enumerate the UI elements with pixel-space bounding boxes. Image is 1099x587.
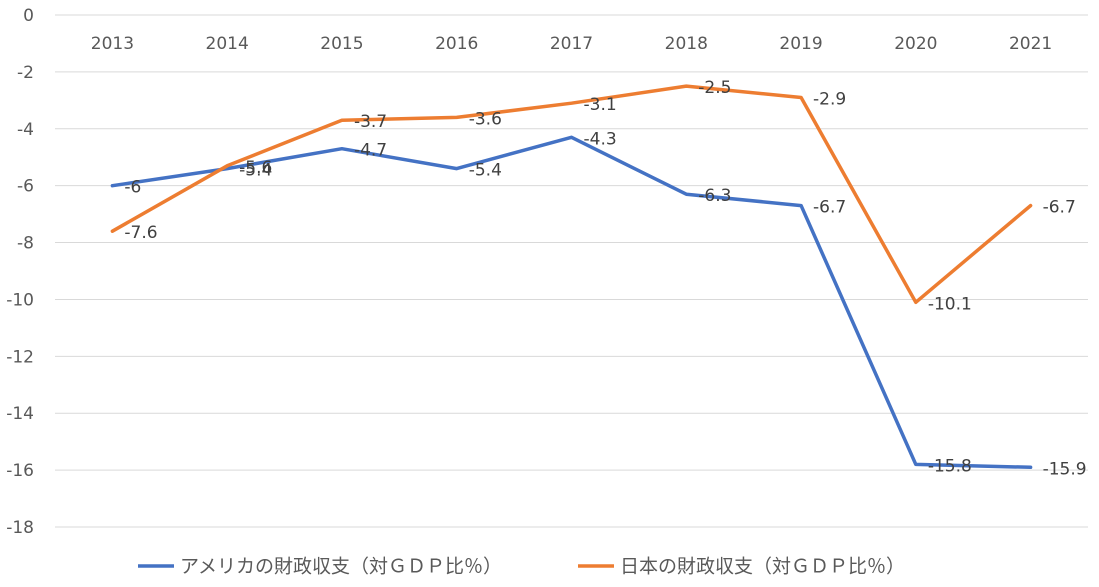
y-tick-label: -2: [17, 63, 34, 83]
data-label: -5.4: [469, 161, 502, 181]
y-tick-label: -4: [17, 120, 34, 140]
y-tick-label: -8: [17, 234, 34, 254]
y-tick-label: -12: [6, 347, 34, 367]
y-tick-label: -10: [6, 290, 34, 310]
data-label: -6.3: [698, 186, 731, 206]
data-label: -5.6: [239, 158, 272, 178]
series-line-2: [110, 84, 1033, 305]
data-label: -6: [124, 178, 141, 198]
series-line-1: [110, 135, 1033, 470]
data-label: -10.1: [928, 294, 972, 314]
legend-entry-2: 日本の財政収支（対ＧＤＰ比％）: [620, 556, 905, 578]
x-tick-label: 2015: [320, 34, 363, 54]
x-tick-label: 2013: [91, 34, 134, 54]
data-label: -3.6: [469, 109, 502, 129]
data-label: -7.6: [124, 223, 157, 243]
data-label: -3.1: [584, 95, 617, 115]
data-labels: -6 -5.4 -4.7 -5.4 -4.3 -6.3 -6.7 -15.8 -15.9 -7.6…: [124, 78, 1086, 479]
y-tick-label: -16: [6, 461, 34, 481]
x-tick-label: 2014: [206, 34, 249, 54]
data-label: -2.5: [698, 78, 731, 98]
x-tick-label: 2018: [665, 34, 708, 54]
x-tick-label: 2017: [550, 34, 593, 54]
x-tick-label: 2020: [894, 34, 937, 54]
x-axis-ticks: 2013 2014 2015 2016 2017 2018 2019 2020 2021: [91, 34, 1052, 54]
y-axis-ticks: 0 -2 -4 -6 -8 -10 -12 -14 -16 -18: [6, 6, 34, 538]
data-label: -15.9: [1043, 459, 1087, 479]
gridlines: [55, 14, 1088, 528]
x-tick-label: 2019: [779, 34, 822, 54]
data-label: -6.7: [813, 198, 846, 218]
data-label: -4.7: [354, 141, 387, 161]
y-tick-label: -14: [6, 404, 34, 424]
y-tick-label: 0: [23, 6, 34, 26]
y-tick-label: -6: [17, 177, 34, 197]
data-label: -4.3: [584, 129, 617, 149]
legend: アメリカの財政収支（対ＧＤＰ比％） 日本の財政収支（対ＧＤＰ比％）: [138, 556, 905, 578]
data-label: -2.9: [813, 89, 846, 109]
legend-entry-1: アメリカの財政収支（対ＧＤＰ比％）: [180, 556, 502, 578]
x-tick-label: 2021: [1009, 34, 1052, 54]
data-label: -3.7: [354, 112, 387, 132]
x-tick-label: 2016: [435, 34, 478, 54]
series-lines: [110, 84, 1033, 470]
y-tick-label: -18: [6, 518, 34, 538]
data-label: -6.7: [1043, 198, 1076, 218]
data-label: -15.8: [928, 456, 972, 476]
data-label: -5.4: [239, 161, 272, 181]
